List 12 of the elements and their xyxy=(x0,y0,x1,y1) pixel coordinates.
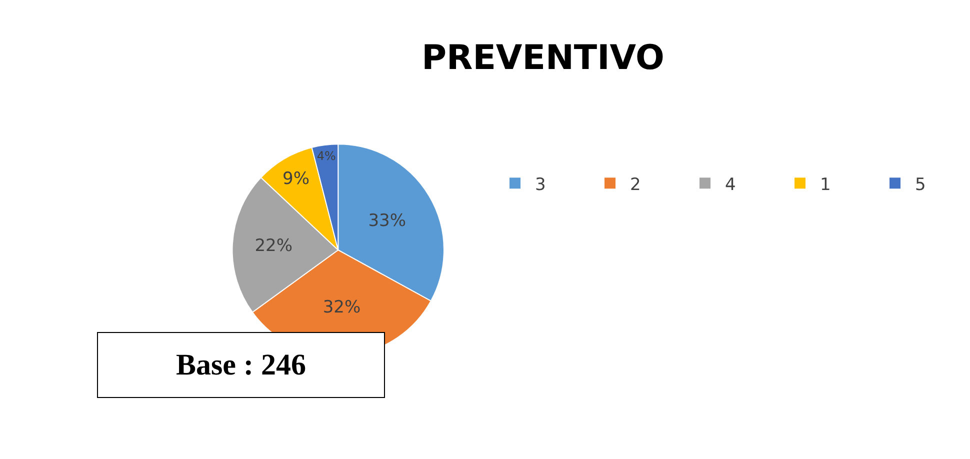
chart-title: PREVENTIVO xyxy=(422,38,664,78)
legend-label: 1 xyxy=(820,174,831,195)
legend-label: 4 xyxy=(725,174,736,195)
data-label: 33% xyxy=(368,211,406,232)
legend-label: 2 xyxy=(630,174,641,195)
data-label: 22% xyxy=(254,236,292,256)
text: Base : 246 xyxy=(176,348,306,382)
data-label: 9% xyxy=(282,168,310,189)
data-label: 4% xyxy=(316,149,336,164)
legend-label: 3 xyxy=(535,174,546,195)
legend-label: 5 xyxy=(915,174,926,195)
data-label: 32% xyxy=(322,297,361,318)
